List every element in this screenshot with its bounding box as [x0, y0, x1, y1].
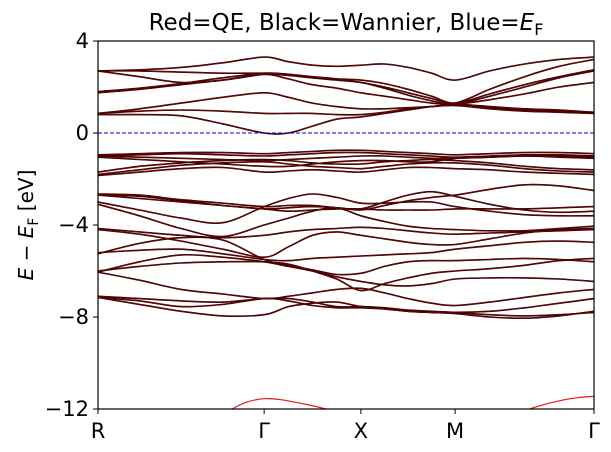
ylabel-ef: E	[14, 225, 38, 238]
qe-band-8	[98, 227, 594, 258]
y-tick-label-4: 4	[76, 29, 89, 53]
qe-band-7	[98, 240, 594, 262]
wannier-band-26	[98, 70, 594, 106]
qe-band-15	[98, 166, 594, 177]
qe-band-13	[98, 191, 594, 213]
qe-band-2	[98, 296, 594, 319]
qe-band-19	[98, 155, 594, 162]
qe-band-4	[98, 254, 594, 287]
chart-title: Red=QE, Black=Wannier, Blue=EF	[149, 10, 544, 39]
qe-band-22	[98, 104, 594, 135]
qe-band-21	[98, 149, 594, 156]
qe-band-27	[98, 69, 594, 104]
x-tick-label-0: R	[91, 419, 106, 443]
qe-band-3	[98, 271, 594, 307]
x-tick-label-2: X	[354, 419, 368, 443]
qe-band-23	[98, 104, 594, 116]
ylabel-minus: −	[14, 238, 38, 267]
wannier-band-14	[98, 183, 594, 211]
x-tick-label-4: Γ	[588, 419, 600, 443]
qe-band-29	[98, 56, 594, 81]
plot-area: R Γ X M Γ −12 −8 −4 0 4	[45, 29, 600, 443]
y-tick-label-1: −8	[58, 305, 89, 329]
bands-layer	[98, 56, 594, 409]
qe-band-9	[98, 226, 594, 239]
qe-only-band-0	[231, 397, 327, 409]
qe-band-10	[98, 203, 594, 238]
qe-only-band-1	[529, 395, 594, 409]
qe-band-5	[98, 257, 594, 292]
y-tick-label-2: −4	[58, 213, 89, 237]
ylabel-e: E	[14, 267, 38, 280]
qe-band-11	[98, 193, 594, 224]
qe-band-14	[98, 184, 594, 211]
wannier-band-4	[98, 253, 594, 287]
y-tick-label-3: 0	[76, 121, 89, 145]
ylabel-units: [eV]	[14, 170, 38, 218]
title-ef-symbol: E	[520, 10, 535, 36]
qe-band-28	[98, 58, 594, 104]
qe-band-0	[98, 296, 594, 314]
y-tick-label-0: −12	[45, 397, 89, 421]
qe-band-24	[98, 92, 594, 114]
x-tick-label-3: M	[446, 419, 464, 443]
y-axis-label: E − EF [eV]	[14, 170, 42, 281]
plot-frame	[97, 40, 595, 410]
title-ef-subscript: F	[534, 20, 543, 39]
qe-band-20	[98, 151, 594, 158]
x-tick-label-1: Γ	[258, 419, 270, 443]
qe-band-17	[98, 158, 594, 173]
y-axis: −12 −8 −4 0 4	[45, 29, 98, 421]
title-label: Red=QE, Black=Wannier, Blue=	[149, 10, 520, 36]
ylabel-ef-subscript: F	[26, 218, 42, 226]
